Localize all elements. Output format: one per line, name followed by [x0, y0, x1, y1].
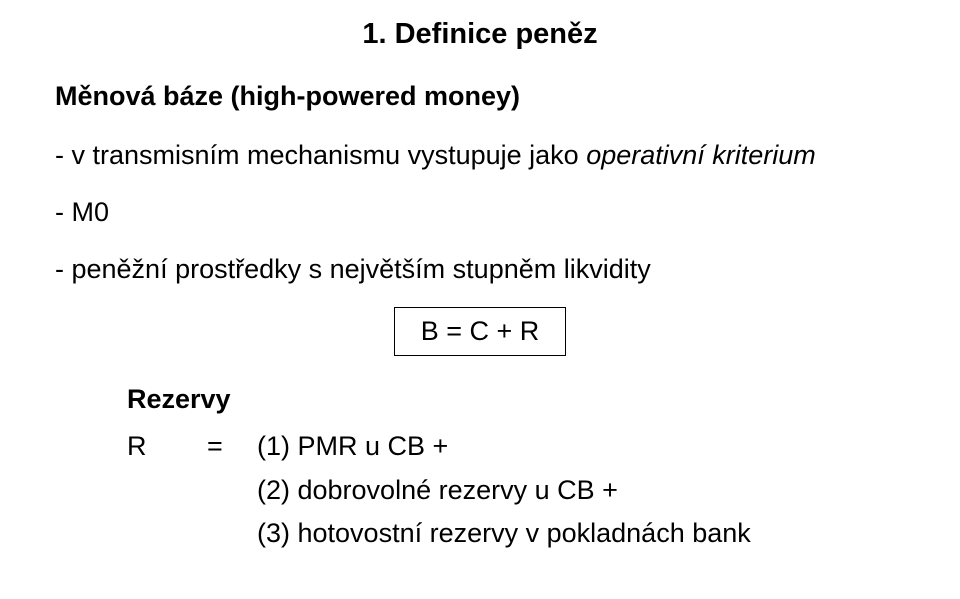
equation-row-2: (2) dobrovolné rezervy u CB + — [127, 469, 905, 512]
slide-page: 1. Definice peněz Měnová báze (high-powe… — [0, 0, 960, 599]
page-title: 1. Definice peněz — [55, 18, 905, 51]
equation-row-1: R = (1) PMR u CB + — [127, 425, 905, 468]
equation-lhs: R — [127, 425, 207, 468]
equation-lhs-blank-2 — [127, 512, 207, 555]
bullet-line-1-prefix: - v transmisním mechanismu vystupuje jak… — [55, 140, 586, 170]
formula-container: B = C + R — [55, 307, 905, 356]
bullet-line-3: - peněžní prostředky s největším stupněm… — [55, 250, 905, 289]
bullet-line-1: - v transmisním mechanismu vystupuje jak… — [55, 136, 905, 175]
equation-sign: = — [207, 425, 257, 468]
equation-rhs-3: (3) hotovostní rezervy v pokladnách bank — [257, 512, 751, 555]
equation-rhs-1: (1) PMR u CB + — [257, 425, 448, 468]
equation-sign-blank-2 — [207, 512, 257, 555]
equation-row-3: (3) hotovostní rezervy v pokladnách bank — [127, 512, 905, 555]
section-heading: Měnová báze (high-powered money) — [55, 81, 905, 112]
reserves-heading: Rezervy — [127, 384, 905, 415]
bullet-line-1-italic: operativní kriterium — [586, 140, 816, 170]
formula-box: B = C + R — [394, 307, 567, 356]
bullet-line-2: - M0 — [55, 193, 905, 232]
equation-rhs-2: (2) dobrovolné rezervy u CB + — [257, 469, 618, 512]
equation-sign-blank — [207, 469, 257, 512]
equation-lhs-blank — [127, 469, 207, 512]
